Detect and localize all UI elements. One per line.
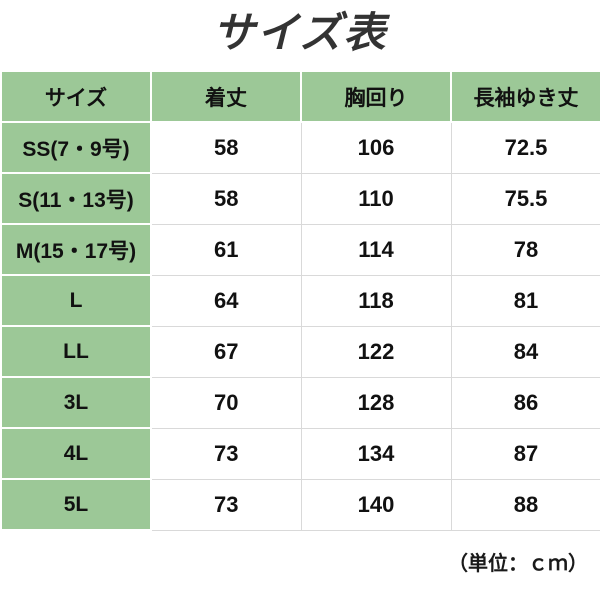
size-cell: SS(7・9号): [0, 121, 152, 174]
table-row: M(15・17号) 61 114 78: [0, 223, 600, 276]
value-cell: 61: [150, 223, 302, 276]
value-cell: 67: [150, 325, 302, 378]
header-cell-body-length: 着丈: [150, 70, 302, 123]
size-table: サイズ 着丈 胸回り 長袖ゆき丈 SS(7・9号) 58 106 72.5 S(…: [0, 70, 600, 531]
header-cell-sleeve: 長袖ゆき丈: [450, 70, 600, 123]
value-cell: 118: [300, 274, 452, 327]
value-cell: 58: [150, 172, 302, 225]
value-cell: 84: [450, 325, 600, 378]
value-cell: 81: [450, 274, 600, 327]
value-cell: 73: [150, 478, 302, 531]
unit-label: （単位：ｃｍ）: [448, 553, 588, 575]
table-row: S(11・13号) 58 110 75.5: [0, 172, 600, 225]
table-row: 4L 73 134 87: [0, 427, 600, 480]
header-cell-size: サイズ: [0, 70, 152, 123]
table-row: SS(7・9号) 58 106 72.5: [0, 121, 600, 174]
value-cell: 140: [300, 478, 452, 531]
value-cell: 72.5: [450, 121, 600, 174]
value-cell: 128: [300, 376, 452, 429]
size-cell: 5L: [0, 478, 152, 531]
size-cell: LL: [0, 325, 152, 378]
page-title: サイズ表: [212, 9, 388, 56]
table-row: 3L 70 128 86: [0, 376, 600, 429]
value-cell: 58: [150, 121, 302, 174]
value-cell: 134: [300, 427, 452, 480]
size-cell: L: [0, 274, 152, 327]
size-cell: S(11・13号): [0, 172, 152, 225]
value-cell: 86: [450, 376, 600, 429]
value-cell: 88: [450, 478, 600, 531]
size-cell: 4L: [0, 427, 152, 480]
value-cell: 114: [300, 223, 452, 276]
value-cell: 87: [450, 427, 600, 480]
table-row: LL 67 122 84: [0, 325, 600, 378]
table-row: L 64 118 81: [0, 274, 600, 327]
value-cell: 73: [150, 427, 302, 480]
table-row: 5L 73 140 88: [0, 478, 600, 531]
value-cell: 110: [300, 172, 452, 225]
value-cell: 64: [150, 274, 302, 327]
value-cell: 106: [300, 121, 452, 174]
value-cell: 70: [150, 376, 302, 429]
value-cell: 78: [450, 223, 600, 276]
value-cell: 75.5: [450, 172, 600, 225]
header-cell-chest: 胸回り: [300, 70, 452, 123]
table-header-row: サイズ 着丈 胸回り 長袖ゆき丈: [0, 70, 600, 123]
size-cell: M(15・17号): [0, 223, 152, 276]
value-cell: 122: [300, 325, 452, 378]
size-cell: 3L: [0, 376, 152, 429]
